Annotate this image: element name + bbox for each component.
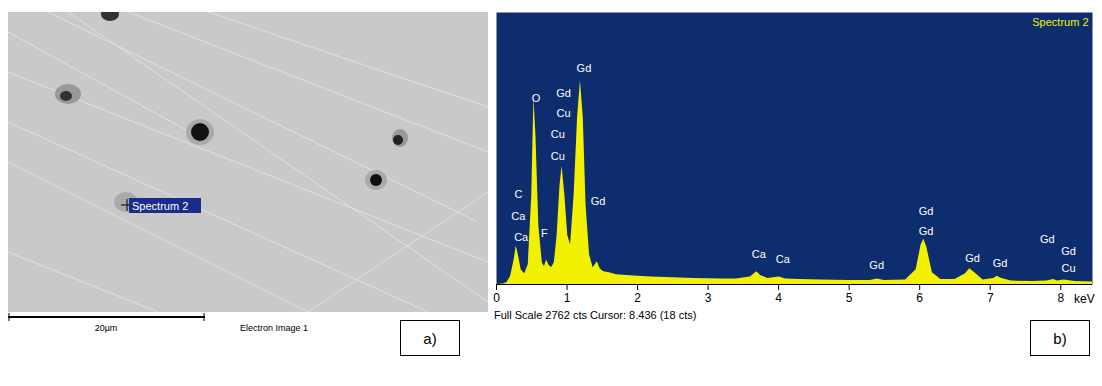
svg-text:20µm: 20µm: [95, 323, 118, 333]
svg-text:Gd: Gd: [556, 87, 571, 99]
svg-text:Gd: Gd: [919, 205, 934, 217]
svg-text:1: 1: [564, 291, 571, 305]
svg-text:0: 0: [493, 291, 500, 305]
svg-text:Gd: Gd: [919, 225, 934, 237]
svg-text:Gd: Gd: [965, 252, 980, 264]
html-text:Full Scale 2762 cts Cursor: 8.: Full Scale 2762 cts Cursor: 8.436 (18 ct…: [494, 309, 697, 321]
svg-text:Cu: Cu: [551, 128, 565, 140]
svg-text:Electron Image 1: Electron Image 1: [240, 323, 308, 333]
svg-text:Gd: Gd: [1061, 245, 1076, 257]
svg-text:7: 7: [987, 291, 994, 305]
svg-text:Gd: Gd: [577, 62, 592, 74]
html-text:keV: keV: [1074, 292, 1095, 306]
svg-text:Ca: Ca: [511, 210, 526, 222]
svg-text:5: 5: [846, 291, 853, 305]
svg-text:Cu: Cu: [551, 150, 565, 162]
svg-text:3: 3: [705, 291, 712, 305]
svg-text:O: O: [532, 92, 541, 104]
svg-text:Spectrum 2: Spectrum 2: [132, 200, 188, 212]
svg-text:Cu: Cu: [556, 107, 570, 119]
html-text:b): b): [1053, 329, 1067, 347]
svg-text:Gd: Gd: [869, 259, 884, 271]
svg-text:C: C: [514, 188, 522, 200]
svg-text:Cu: Cu: [1061, 262, 1075, 274]
svg-text:Gd: Gd: [1040, 233, 1055, 245]
svg-text:Gd: Gd: [993, 257, 1008, 269]
svg-text:Spectrum 2: Spectrum 2: [1032, 16, 1088, 28]
svg-text:F: F: [541, 227, 548, 239]
svg-text:Ca: Ca: [514, 231, 529, 243]
html-text:a): a): [423, 329, 437, 347]
svg-text:2: 2: [634, 291, 641, 305]
svg-text:4: 4: [775, 291, 782, 305]
svg-text:8: 8: [1057, 291, 1064, 305]
svg-text:Gd: Gd: [591, 195, 606, 207]
svg-text:Ca: Ca: [776, 253, 791, 265]
svg-text:6: 6: [916, 291, 923, 305]
svg-text:Ca: Ca: [752, 248, 767, 260]
